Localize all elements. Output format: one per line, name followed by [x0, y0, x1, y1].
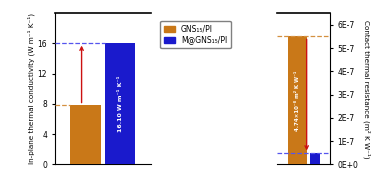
- Bar: [105, 43, 135, 164]
- Y-axis label: In-plane thermal conductivity (W m⁻¹ K⁻¹): In-plane thermal conductivity (W m⁻¹ K⁻¹…: [27, 13, 35, 164]
- Text: 16.10 W m⁻¹ K⁻¹: 16.10 W m⁻¹ K⁻¹: [118, 75, 123, 132]
- Y-axis label: Contact thermal resistance (m² K W⁻¹): Contact thermal resistance (m² K W⁻¹): [363, 19, 370, 158]
- Bar: [70, 105, 101, 164]
- Legend: GNS₁₅/PI, M@GNS₁₅/PI: GNS₁₅/PI, M@GNS₁₅/PI: [160, 21, 231, 48]
- Bar: [310, 153, 320, 164]
- Bar: [288, 36, 307, 164]
- Text: 4.74×10⁻⁸ m² K W⁻¹: 4.74×10⁻⁸ m² K W⁻¹: [295, 70, 300, 131]
